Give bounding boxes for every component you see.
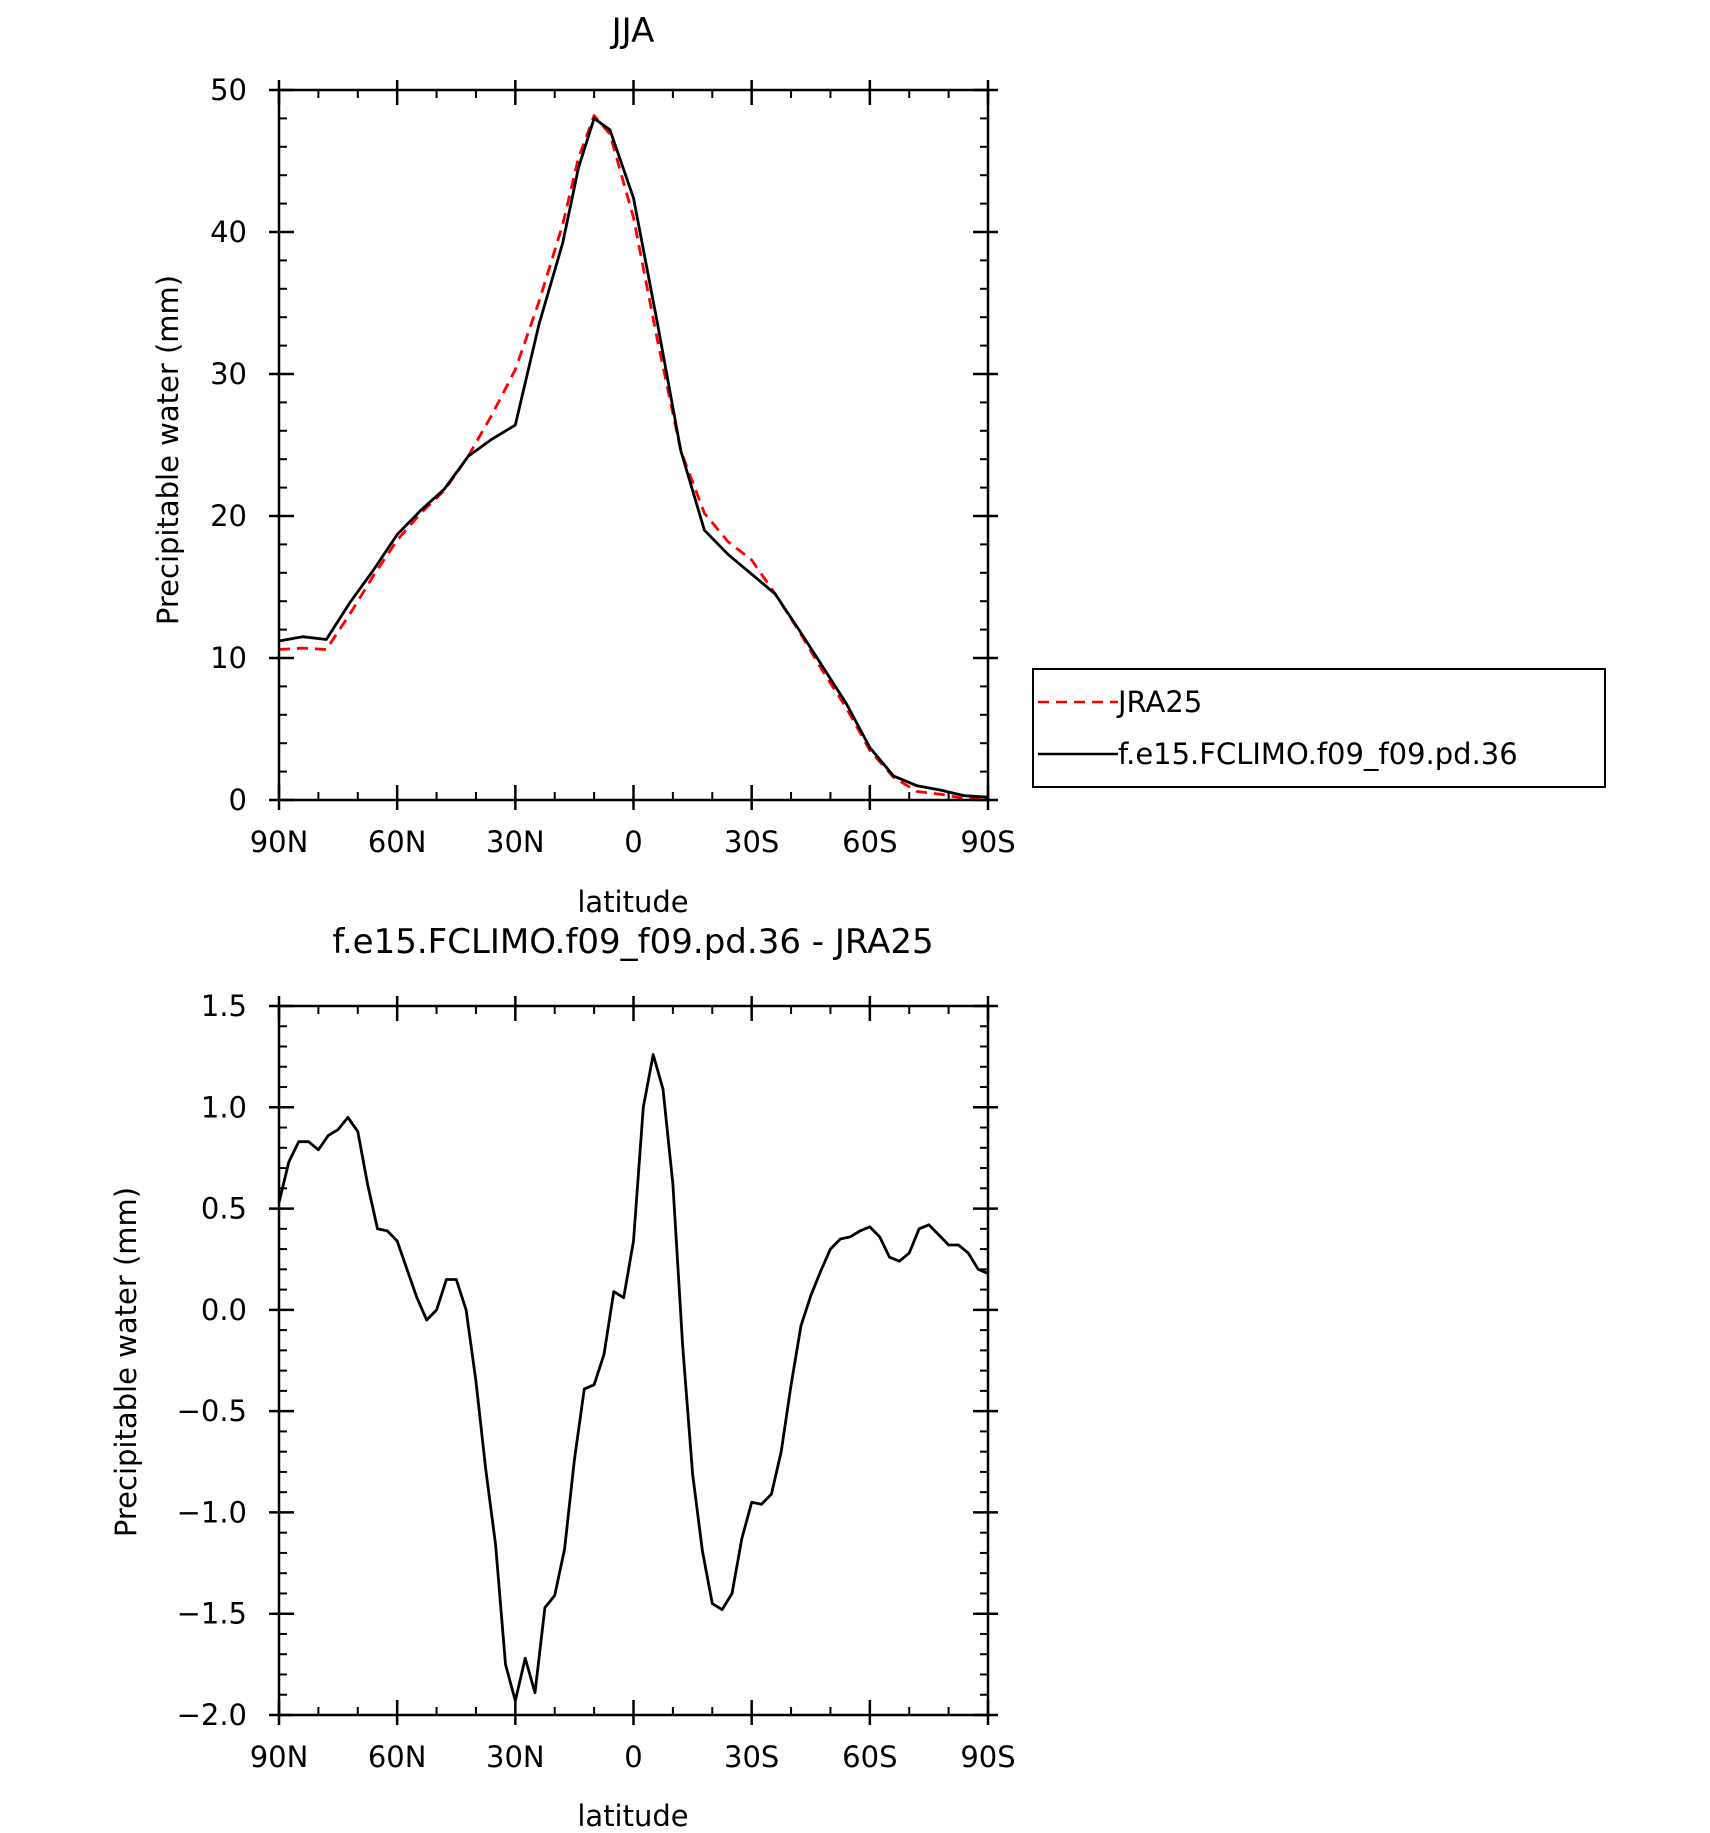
x-tick-label: 30S: [724, 1740, 779, 1774]
x-tick-label: 60N: [368, 1740, 427, 1774]
x-tick-label: 60N: [368, 825, 427, 859]
x-tick-label: 90S: [960, 1740, 1015, 1774]
top-x-axis-label: latitude: [577, 885, 688, 919]
top-series-line-f-e15-fclimo-f09-f09-pd-36: [278, 117, 989, 799]
y-tick-label: 1.0: [201, 1090, 247, 1124]
bottom-panel: f.e15.FCLIMO.f09_f09.pd.36 - JRA25 Preci…: [109, 922, 1016, 1833]
y-tick-label: 10: [210, 641, 247, 675]
y-tick-label: −1.0: [177, 1495, 247, 1529]
y-tick-label: −0.5: [177, 1394, 247, 1428]
bottom-series-group: [277, 1053, 989, 1703]
x-tick-label: 30N: [486, 1740, 545, 1774]
x-tick-label: 60S: [842, 825, 897, 859]
top-series-line-jra25: [278, 114, 988, 800]
top-series-group: [278, 114, 989, 800]
top-ticks: 90N 60N 30N 0 30S 60S 90S 0 10 20 30 40 50: [210, 73, 1016, 859]
x-tick-label: 30N: [486, 825, 545, 859]
bottom-y-axis-label: Precipitable water (mm): [109, 1187, 143, 1537]
legend-box: [1032, 668, 1606, 788]
y-tick-label: −1.5: [177, 1597, 247, 1631]
y-tick-label: 30: [210, 357, 247, 391]
bottom-series-line-0: [277, 1053, 989, 1703]
legend-label-model: f.e15.FCLIMO.f09_f09.pd.36: [1118, 737, 1518, 771]
x-tick-label: 30S: [724, 825, 779, 859]
y-tick-label: 0.0: [201, 1293, 247, 1327]
top-panel: JJA Precipitable water (mm) latitude 90N…: [151, 11, 1016, 919]
bottom-plot-frame: [277, 1004, 990, 1717]
x-tick-label: 90S: [960, 825, 1015, 859]
legend-label-jra25: JRA25: [1116, 685, 1202, 719]
bottom-title: f.e15.FCLIMO.f09_f09.pd.36 - JRA25: [332, 922, 933, 962]
top-plot-frame: [277, 88, 990, 802]
bottom-ticks: 90N 60N 30N 0 30S 60S 90S −2.0 −1.5 −1.0 −0.5 0.0 0.…: [177, 989, 1016, 1774]
bottom-x-axis-label: latitude: [577, 1799, 688, 1833]
y-tick-label: 20: [210, 499, 247, 533]
y-tick-label: 1.5: [201, 989, 247, 1023]
x-tick-label: 0: [624, 1740, 642, 1774]
top-title: JJA: [610, 11, 655, 51]
x-tick-label: 0: [624, 825, 642, 859]
x-tick-label: 60S: [842, 1740, 897, 1774]
x-tick-label: 90N: [250, 825, 309, 859]
y-tick-label: 0.5: [201, 1192, 247, 1226]
y-tick-label: 0: [229, 783, 247, 817]
legend: JRA25 f.e15.FCLIMO.f09_f09.pd.36: [1032, 668, 1606, 788]
y-tick-label: −2.0: [177, 1698, 247, 1732]
y-tick-label: 50: [210, 73, 247, 107]
top-y-axis-label: Precipitable water (mm): [151, 275, 185, 625]
y-tick-label: 40: [210, 215, 247, 249]
x-tick-label: 90N: [250, 1740, 309, 1774]
